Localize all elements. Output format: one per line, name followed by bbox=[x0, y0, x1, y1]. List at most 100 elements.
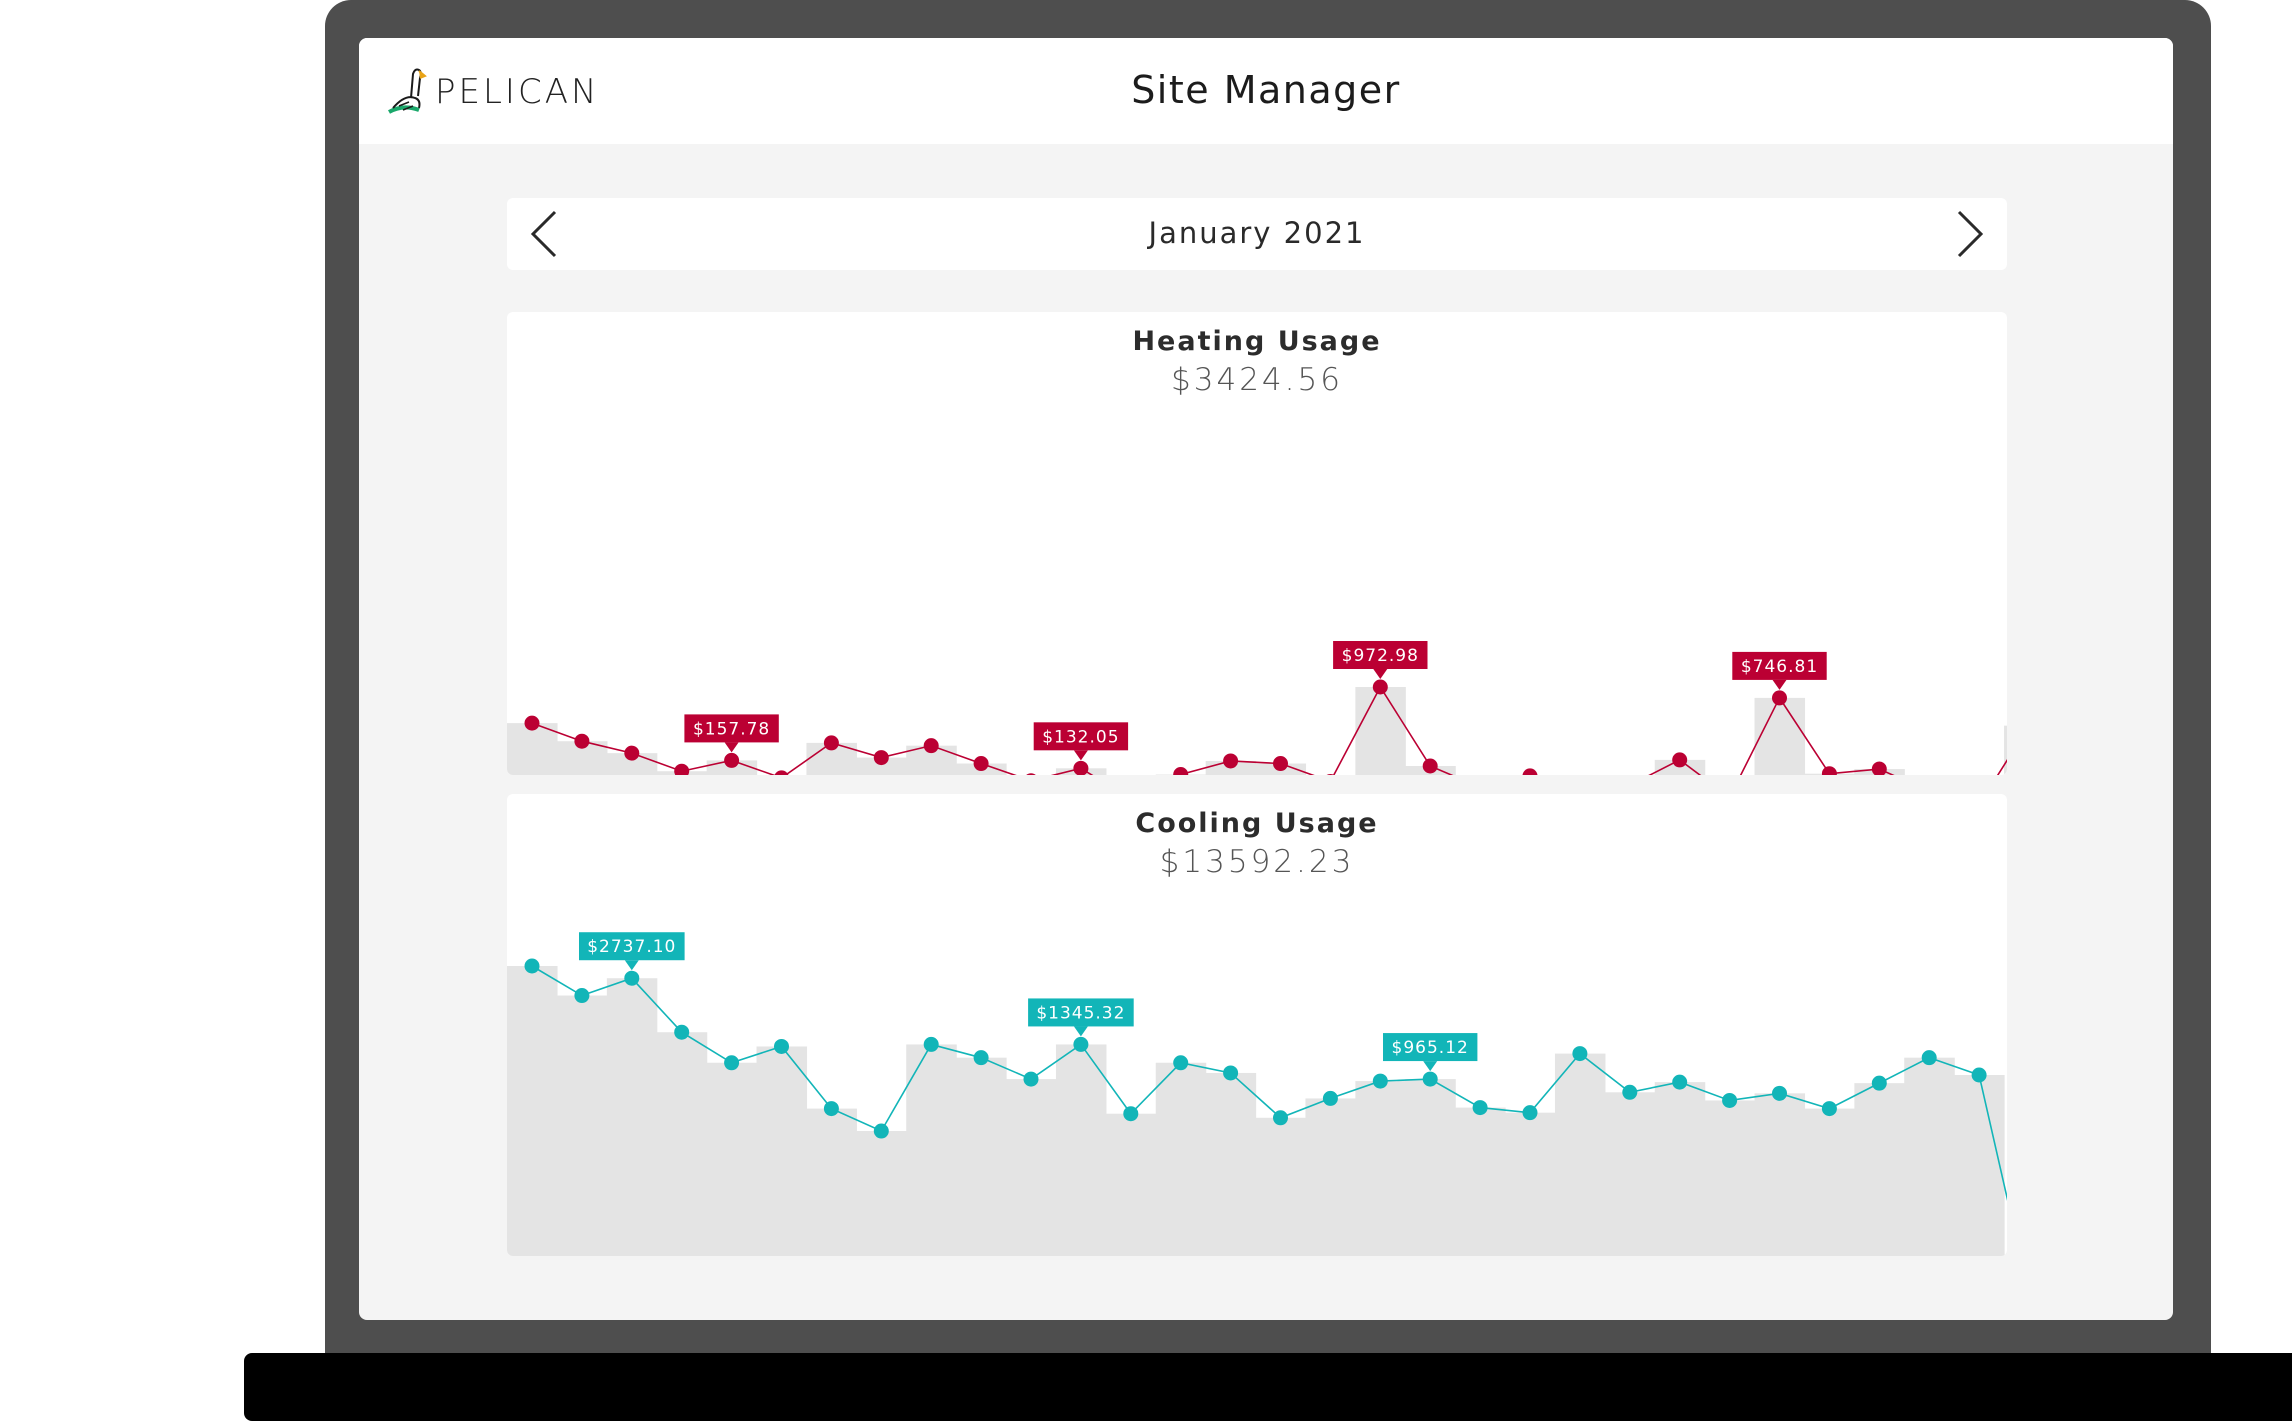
heating-bar bbox=[507, 723, 558, 775]
pelican-icon bbox=[385, 64, 429, 120]
heating-tooltip: $972.98 bbox=[1333, 641, 1428, 679]
cooling-point bbox=[674, 1024, 690, 1040]
heating-tooltip: $132.05 bbox=[1033, 722, 1129, 761]
heating-point bbox=[1871, 761, 1887, 775]
cooling-bar bbox=[1754, 1093, 1806, 1256]
heating-total: $3424.56 bbox=[1171, 362, 1343, 398]
heating-bar bbox=[1754, 697, 1806, 775]
cooling-bar bbox=[706, 1062, 758, 1256]
heating-usage-chart: $157.78 $132.05 $972.98 $746.81 bbox=[507, 641, 2007, 775]
heating-point bbox=[624, 745, 640, 761]
cooling-bar bbox=[507, 966, 558, 1256]
cooling-point bbox=[574, 988, 590, 1004]
heating-bar bbox=[1654, 759, 1706, 775]
cooling-bar bbox=[556, 995, 608, 1256]
app-screen: PELICAN Site Manager January 2021 $157.7… bbox=[359, 38, 2173, 1320]
heating-bar bbox=[856, 757, 907, 775]
heating-title: Heating Usage bbox=[1132, 326, 1382, 357]
heating-point bbox=[524, 715, 540, 731]
cooling-bar bbox=[1704, 1100, 1756, 1256]
heating-tooltip-label: $132.05 bbox=[1042, 727, 1119, 747]
top-bar: PELICAN Site Manager bbox=[359, 38, 2173, 144]
heating-point bbox=[1223, 753, 1239, 769]
heating-bar bbox=[1355, 687, 1406, 775]
heating-point bbox=[1672, 752, 1688, 768]
heating-tooltip-label: $746.81 bbox=[1741, 657, 1818, 677]
cooling-point bbox=[1173, 1055, 1189, 1071]
cooling-bar bbox=[856, 1131, 907, 1256]
cooling-bar bbox=[1205, 1072, 1257, 1256]
cooling-usage-panel: $2737.10 $1345.32 $965.12 Cooling Usage $1… bbox=[507, 794, 2007, 1256]
cooling-bar bbox=[1055, 1044, 1107, 1256]
cooling-bar bbox=[1155, 1062, 1207, 1256]
cooling-bar bbox=[806, 1108, 857, 1256]
cooling-point bbox=[724, 1055, 740, 1071]
cooling-point bbox=[1672, 1074, 1688, 1090]
cooling-tooltip-label: $965.12 bbox=[1392, 1038, 1469, 1058]
laptop-base bbox=[244, 1353, 2292, 1421]
cooling-bar bbox=[1954, 1074, 2005, 1256]
heating-point bbox=[674, 763, 690, 775]
cooling-point bbox=[823, 1101, 839, 1117]
cooling-point bbox=[524, 958, 540, 974]
heating-point bbox=[1026, 773, 1036, 775]
brand-name: PELICAN bbox=[435, 72, 600, 112]
cooling-bar bbox=[1854, 1083, 1905, 1256]
cooling-bar bbox=[1654, 1082, 1706, 1256]
cooling-bar bbox=[1904, 1057, 1955, 1256]
cooling-bar bbox=[1505, 1112, 1556, 1256]
brand-logo[interactable]: PELICAN bbox=[385, 64, 599, 120]
cooling-bar bbox=[1355, 1081, 1406, 1256]
cooling-bar bbox=[1105, 1113, 1157, 1256]
cooling-point bbox=[1622, 1084, 1638, 1100]
heating-bar bbox=[2004, 725, 2007, 775]
cooling-point bbox=[873, 1123, 889, 1139]
heating-point bbox=[1522, 768, 1538, 775]
cooling-tooltip-label: $1345.32 bbox=[1036, 1003, 1125, 1023]
cooling-bar bbox=[1305, 1098, 1356, 1256]
cooling-point bbox=[1073, 1036, 1089, 1052]
cooling-point bbox=[1372, 1073, 1388, 1089]
cooling-usage-chart: $2737.10 $1345.32 $965.12 bbox=[507, 932, 2007, 1256]
cooling-bar bbox=[606, 978, 658, 1256]
heating-point bbox=[1422, 758, 1438, 774]
cooling-point bbox=[1472, 1100, 1488, 1116]
cooling-tooltip: $965.12 bbox=[1383, 1033, 1478, 1072]
heating-point bbox=[1326, 773, 1335, 775]
cooling-bar bbox=[906, 1044, 957, 1256]
cooling-bar bbox=[656, 1032, 708, 1256]
cooling-point bbox=[923, 1036, 939, 1052]
cooling-point bbox=[1522, 1105, 1538, 1121]
chevron-right-icon bbox=[1957, 210, 1984, 258]
cooling-bar bbox=[1006, 1079, 1057, 1256]
prev-month-button[interactable] bbox=[521, 208, 573, 260]
cooling-tooltip: $1345.32 bbox=[1028, 998, 1134, 1037]
month-navigator: January 2021 bbox=[507, 198, 2007, 270]
cooling-bar bbox=[1554, 1053, 1606, 1256]
cooling-point bbox=[1921, 1050, 1937, 1066]
heating-tooltip: $746.81 bbox=[1732, 651, 1827, 690]
heating-usage-panel: $157.78 $132.05 $972.98 $746.81 Heating Usa… bbox=[507, 312, 2007, 775]
heating-point bbox=[774, 770, 789, 775]
cooling-point bbox=[1123, 1106, 1139, 1122]
heating-point bbox=[973, 756, 989, 772]
heating-point bbox=[923, 738, 939, 754]
cooling-bar bbox=[1255, 1117, 1307, 1256]
cooling-point bbox=[1572, 1046, 1588, 1062]
cooling-point bbox=[1322, 1090, 1338, 1106]
heating-tooltip-label: $972.98 bbox=[1342, 646, 1419, 666]
cooling-tooltip-label: $2737.10 bbox=[587, 937, 676, 957]
heating-point bbox=[1372, 679, 1388, 695]
heating-point bbox=[1073, 760, 1089, 775]
cooling-point bbox=[1422, 1071, 1438, 1087]
heating-points bbox=[524, 679, 1887, 775]
heating-point bbox=[873, 750, 889, 766]
heating-tooltip: $157.78 bbox=[684, 714, 779, 753]
cooling-point bbox=[1772, 1085, 1787, 1101]
cooling-point bbox=[1871, 1075, 1887, 1091]
next-month-button[interactable] bbox=[1941, 208, 1993, 260]
cooling-point bbox=[1023, 1071, 1039, 1087]
cooling-bar bbox=[1405, 1079, 1456, 1256]
heating-point bbox=[574, 733, 590, 749]
cooling-point bbox=[1722, 1092, 1738, 1108]
